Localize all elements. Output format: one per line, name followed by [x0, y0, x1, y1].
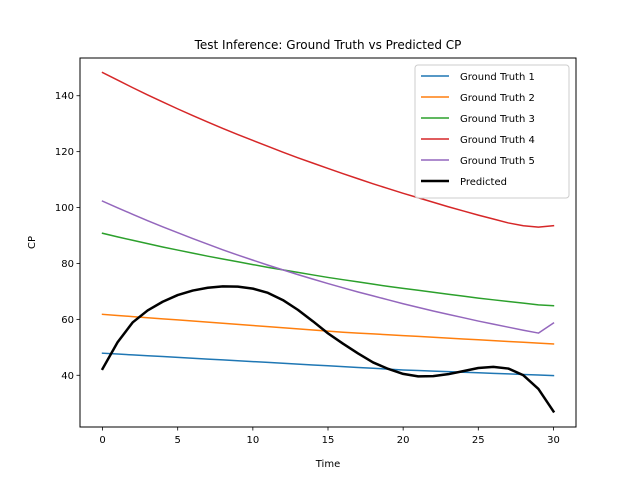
- y-axis: 40 60 80 100 120 140: [55, 91, 80, 382]
- y-tick-label: 120: [55, 147, 74, 158]
- x-tick-label: 5: [175, 435, 181, 446]
- legend-label: Ground Truth 2: [460, 93, 535, 104]
- chart-title: Test Inference: Ground Truth vs Predicte…: [194, 38, 462, 52]
- y-tick-label: 40: [61, 371, 74, 382]
- legend-label: Ground Truth 1: [460, 72, 535, 83]
- legend-label: Predicted: [460, 177, 507, 188]
- x-axis: 0 5 10 15 20 25 30: [99, 427, 560, 446]
- series-line-3: [101, 232, 555, 307]
- x-tick-label: 10: [246, 435, 259, 446]
- x-tick-label: 20: [397, 435, 410, 446]
- y-tick-label: 60: [61, 315, 74, 326]
- x-tick-label: 0: [99, 435, 105, 446]
- series-line-2: [101, 313, 555, 345]
- series-layer: [100, 71, 556, 414]
- series-line-4: [101, 71, 555, 228]
- x-tick-label: 25: [472, 435, 485, 446]
- x-tick-label: 15: [322, 435, 335, 446]
- y-tick-label: 80: [61, 259, 74, 270]
- series-line-5: [101, 200, 555, 334]
- legend-box: [414, 64, 570, 199]
- y-tick-label: 140: [55, 91, 74, 102]
- y-axis-label: CP: [27, 236, 38, 249]
- legend-label: Ground Truth 5: [460, 156, 535, 167]
- legend: Ground Truth 1 Ground Truth 2 Ground Truth…: [414, 64, 570, 199]
- x-tick-label: 30: [547, 435, 560, 446]
- series-line-6: [100, 285, 556, 414]
- x-axis-label: Time: [315, 459, 340, 470]
- legend-label: Ground Truth 4: [460, 135, 535, 146]
- series-line-1: [101, 352, 555, 377]
- legend-label: Ground Truth 3: [460, 114, 535, 125]
- y-tick-label: 100: [55, 203, 74, 214]
